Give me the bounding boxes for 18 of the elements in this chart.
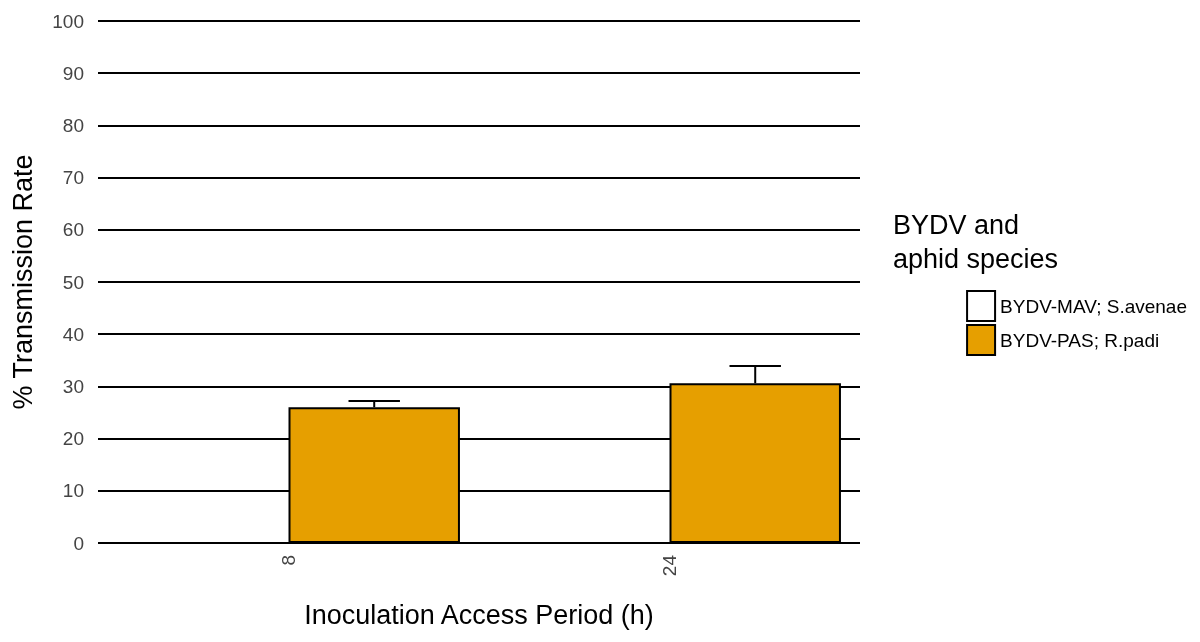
y-tick-label: 90	[62, 62, 84, 84]
y-tick-label: 30	[62, 375, 84, 397]
y-tick-label: 40	[62, 323, 84, 345]
y-tick-label: 80	[62, 114, 84, 136]
y-tick-label: 100	[52, 10, 84, 32]
y-tick-label: 0	[73, 532, 84, 554]
y-tick-label: 20	[62, 428, 84, 450]
y-tick-label: 10	[62, 480, 84, 502]
y-tick-label: 60	[62, 219, 84, 241]
y-tick-label: 50	[62, 271, 84, 293]
y-tick-label: 70	[62, 167, 84, 189]
y-axis-title: % Transmission Rate	[7, 154, 38, 410]
x-axis-title: Inoculation Access Period (h)	[304, 599, 654, 630]
legend-title: BYDV and aphid species	[893, 210, 1059, 274]
x-tick-label: 24	[659, 554, 680, 577]
legend-label: BYDV-PAS; R.padi	[1000, 329, 1160, 351]
x-tick-label: 8	[278, 555, 299, 566]
legend-label: BYDV-MAV; S.avenae	[1000, 295, 1187, 317]
